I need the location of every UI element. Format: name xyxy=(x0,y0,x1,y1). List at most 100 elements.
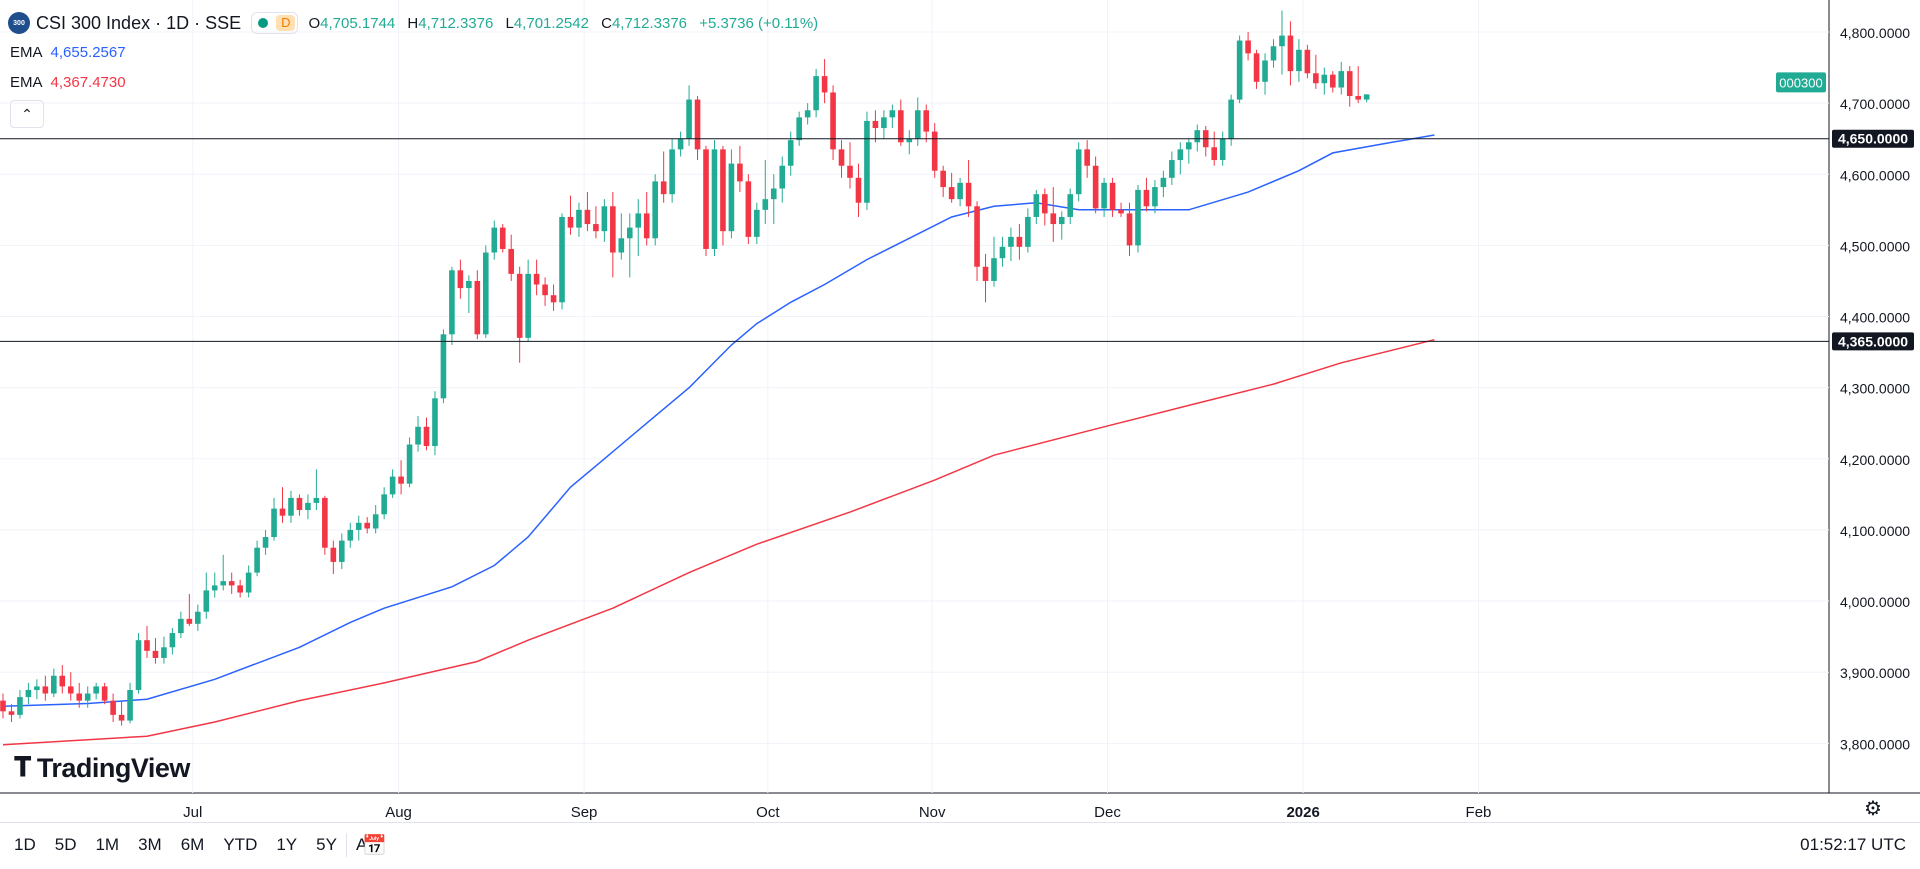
candle-body[interactable] xyxy=(694,99,701,150)
range-ytd[interactable]: YTD xyxy=(223,835,258,854)
candle-body[interactable] xyxy=(770,188,777,200)
candle-body[interactable] xyxy=(1143,189,1150,207)
candle-body[interactable] xyxy=(0,700,6,712)
candle-body[interactable] xyxy=(1346,71,1353,97)
candle-body[interactable] xyxy=(914,110,921,139)
candle-body[interactable] xyxy=(516,273,523,338)
candle-body[interactable] xyxy=(855,177,862,203)
candle-body[interactable] xyxy=(525,273,531,338)
candle-body[interactable] xyxy=(711,149,718,249)
candle-body[interactable] xyxy=(1321,74,1328,84)
candle-body[interactable] xyxy=(1355,96,1361,100)
candle-body[interactable] xyxy=(339,540,345,562)
candle-body[interactable] xyxy=(152,650,159,658)
candle-body[interactable] xyxy=(59,675,66,687)
candle-body[interactable] xyxy=(703,149,709,249)
candle-body[interactable] xyxy=(1050,213,1057,225)
candle-body[interactable] xyxy=(1025,216,1031,247)
candle-body[interactable] xyxy=(296,497,303,511)
candle-body[interactable] xyxy=(203,590,210,612)
candle-body[interactable] xyxy=(457,270,464,289)
candle-body[interactable] xyxy=(474,280,481,335)
candle-body[interactable] xyxy=(118,714,125,721)
candle-body[interactable] xyxy=(745,181,752,237)
candle-body[interactable] xyxy=(1228,99,1234,139)
candle-body[interactable] xyxy=(593,224,599,232)
candle-body[interactable] xyxy=(499,227,506,249)
candle-body[interactable] xyxy=(347,529,354,541)
candle-body[interactable] xyxy=(1253,53,1260,82)
candle-body[interactable] xyxy=(957,182,963,200)
candle-body[interactable] xyxy=(508,248,514,274)
candle-body[interactable] xyxy=(601,206,608,232)
candle-body[interactable] xyxy=(67,686,74,694)
candle-body[interactable] xyxy=(940,170,946,188)
candle-body[interactable] xyxy=(872,120,879,129)
candle-body[interactable] xyxy=(813,76,819,111)
candle-body[interactable] xyxy=(271,508,277,538)
ema-slow-legend[interactable]: EMA 4,367.4730 xyxy=(10,74,126,91)
candle-body[interactable] xyxy=(93,686,99,694)
candle-body[interactable] xyxy=(728,163,735,232)
candle-body[interactable] xyxy=(804,110,811,118)
candle-body[interactable] xyxy=(889,110,896,118)
candle-body[interactable] xyxy=(491,227,498,253)
candle-body[interactable] xyxy=(1270,46,1277,61)
range-3m[interactable]: 3M xyxy=(138,835,162,854)
candle-body[interactable] xyxy=(1135,189,1141,246)
candle-body[interactable] xyxy=(76,693,83,701)
candle-body[interactable] xyxy=(906,138,913,143)
candle-body[interactable] xyxy=(1016,236,1023,247)
candle-body[interactable] xyxy=(186,618,193,624)
candle-body[interactable] xyxy=(669,149,675,195)
range-6m[interactable]: 6M xyxy=(180,835,205,854)
candle-body[interactable] xyxy=(1042,194,1048,214)
candle-body[interactable] xyxy=(686,99,692,139)
candle-body[interactable] xyxy=(237,585,243,593)
ema-fast-legend[interactable]: EMA 4,655.2567 xyxy=(10,44,126,61)
candle-body[interactable] xyxy=(1194,130,1201,143)
candle-body[interactable] xyxy=(322,497,328,548)
candle-body[interactable] xyxy=(389,476,396,495)
candle-body[interactable] xyxy=(135,640,142,690)
candle-body[interactable] xyxy=(737,163,743,182)
candle-body[interactable] xyxy=(1169,160,1175,178)
candle-body[interactable] xyxy=(584,209,591,225)
candle-body[interactable] xyxy=(626,227,633,239)
candle-body[interactable] xyxy=(1118,209,1124,214)
candle-body[interactable] xyxy=(330,547,337,562)
candle-body[interactable] xyxy=(1329,74,1336,88)
candle-body[interactable] xyxy=(754,209,760,237)
candle-body[interactable] xyxy=(999,246,1006,259)
candle-body[interactable] xyxy=(17,697,23,715)
candle-body[interactable] xyxy=(660,181,667,195)
candle-body[interactable] xyxy=(1101,182,1107,209)
candle-body[interactable] xyxy=(8,711,15,715)
candle-body[interactable] xyxy=(787,140,794,166)
candle-body[interactable] xyxy=(618,238,625,253)
candle-body[interactable] xyxy=(144,640,150,651)
candle-body[interactable] xyxy=(991,258,997,281)
candle-body[interactable] xyxy=(161,647,167,658)
candle-body[interactable] xyxy=(720,149,726,232)
candle-body[interactable] xyxy=(110,700,116,715)
candle-body[interactable] xyxy=(305,502,311,511)
candle-body[interactable] xyxy=(1245,40,1251,54)
candle-body[interactable] xyxy=(838,149,845,166)
candle-body[interactable] xyxy=(652,181,658,239)
candle-body[interactable] xyxy=(610,206,616,253)
candle-body[interactable] xyxy=(923,110,930,132)
symbol-title[interactable]: CSI 300 Index · 1D · SSE xyxy=(36,12,242,33)
candle-body[interactable] xyxy=(1211,147,1218,161)
candle-body[interactable] xyxy=(550,295,557,303)
candle-body[interactable] xyxy=(449,270,455,335)
candle-body[interactable] xyxy=(821,76,828,93)
range-1d[interactable]: 1D xyxy=(14,835,36,854)
candle-body[interactable] xyxy=(101,686,108,701)
candle-body[interactable] xyxy=(279,508,286,516)
candle-body[interactable] xyxy=(42,686,49,694)
candle-body[interactable] xyxy=(830,92,836,150)
candle-body[interactable] xyxy=(1160,177,1167,188)
candle-body[interactable] xyxy=(576,209,582,228)
candle-body[interactable] xyxy=(1075,149,1082,195)
